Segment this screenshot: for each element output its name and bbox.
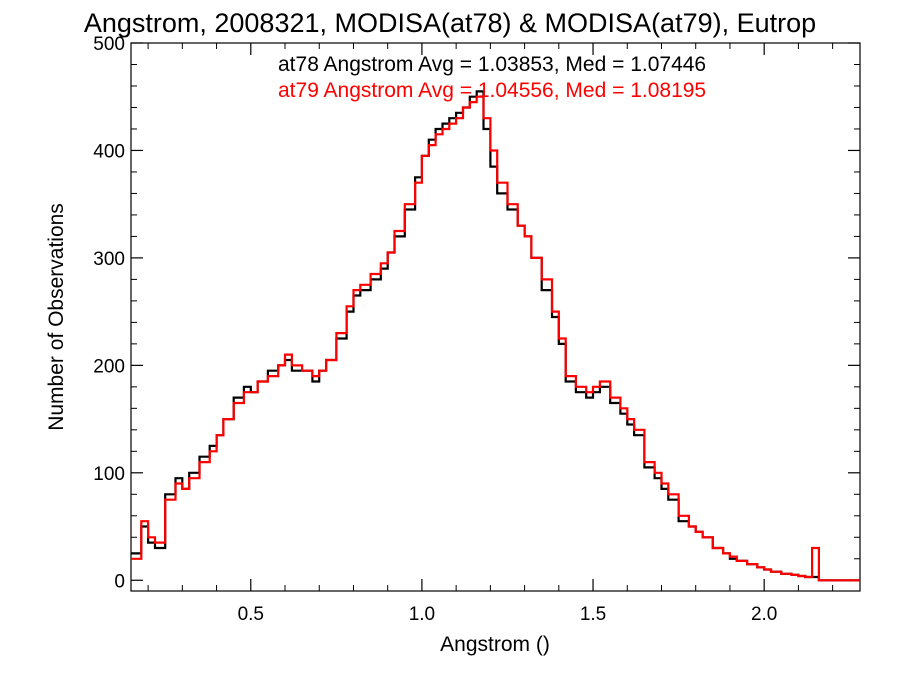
- series-line-at79: [131, 95, 860, 582]
- y-tick-label: 400: [93, 141, 125, 162]
- plot-frame: [130, 42, 861, 592]
- y-tick-labels: 0 100 200 300 400 500: [93, 34, 125, 592]
- chart-title: Angstrom, 2008321, MODISA(at78) & MODISA…: [84, 8, 816, 38]
- y-axis-label: Number of Observations: [45, 203, 68, 431]
- legend-entry-at79: at79 Angstrom Avg = 1.04556, Med = 1.081…: [278, 79, 706, 102]
- x-tick-label: 1.0: [409, 604, 435, 625]
- y-tick-label: 200: [93, 356, 125, 377]
- legend-entry-at78: at78 Angstrom Avg = 1.03853, Med = 1.074…: [278, 53, 706, 76]
- x-tick-labels: 0.5 1.0 1.5 2.0: [238, 604, 778, 625]
- x-axis-label: Angstrom (): [440, 633, 550, 656]
- x-tick-label: 1.5: [580, 604, 606, 625]
- y-tick-label: 0: [114, 571, 125, 592]
- y-tick-label: 300: [93, 249, 125, 270]
- y-tick-label: 500: [93, 34, 125, 55]
- x-tick-label: 2.0: [751, 604, 777, 625]
- x-tick-label: 0.5: [238, 604, 264, 625]
- y-tick-label: 100: [93, 464, 125, 485]
- series-layer: [131, 90, 860, 582]
